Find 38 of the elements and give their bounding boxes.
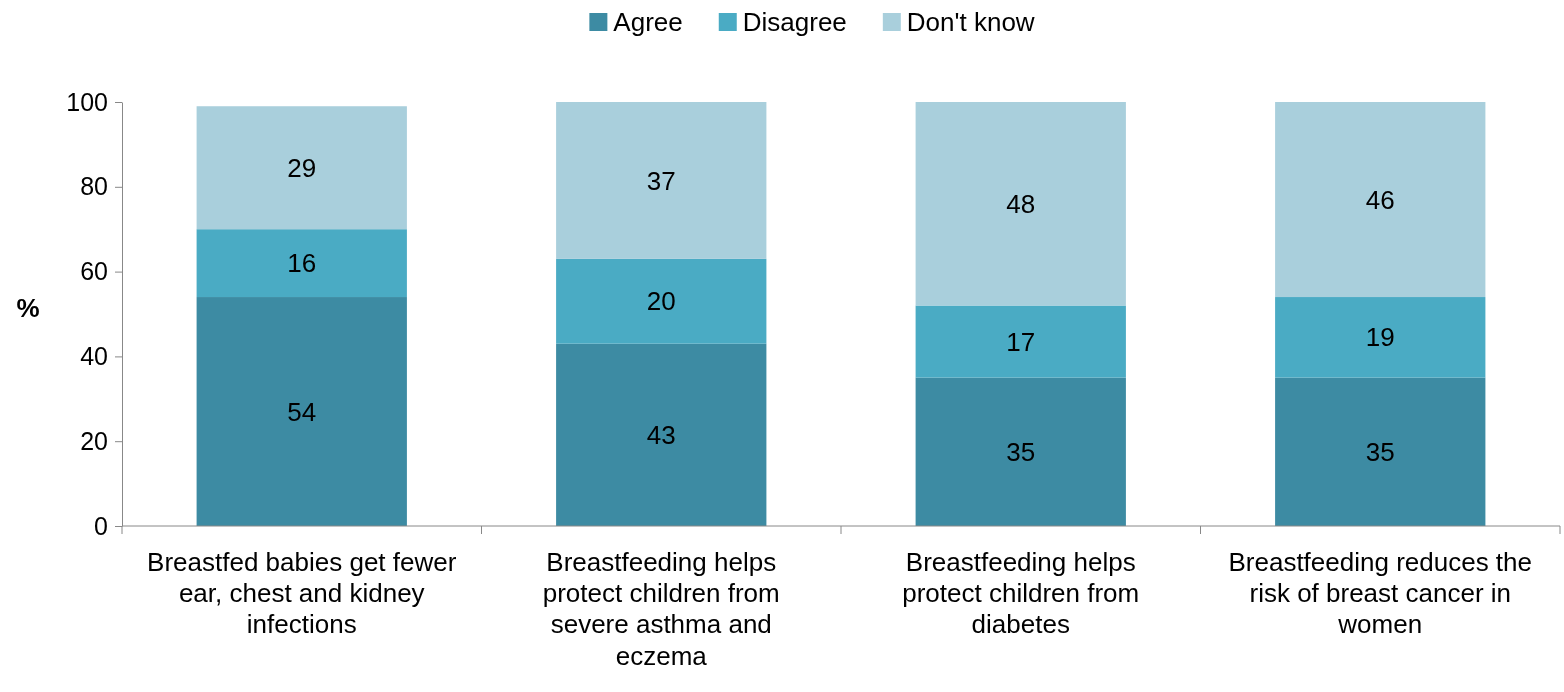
x-tick-label: Breastfeeding reduces the risk of breast cancer in women xyxy=(1228,547,1533,640)
bar xyxy=(196,297,407,526)
bar xyxy=(1275,102,1486,298)
x-tick-label: Breastfeeding helps protect children from severe asthma and eczema xyxy=(542,547,780,671)
bar xyxy=(556,343,767,526)
bar xyxy=(196,106,407,230)
legend-label: Don't know xyxy=(906,7,1035,38)
data-label: 54 xyxy=(287,396,317,427)
data-label: 29 xyxy=(287,152,317,183)
y-tick-label: 80 xyxy=(80,172,108,201)
bar xyxy=(556,102,767,259)
x-tick-label: Breastfeeding helps protect children from diabetes xyxy=(902,547,1140,640)
bar xyxy=(915,377,1126,526)
data-label: 20 xyxy=(646,286,676,317)
data-label: 46 xyxy=(1365,184,1395,215)
y-tick-label: 60 xyxy=(80,257,108,286)
data-label: 17 xyxy=(1006,326,1036,357)
y-tick-label: 20 xyxy=(80,426,108,455)
bar xyxy=(196,229,407,298)
bar xyxy=(1275,377,1486,526)
legend-label: Disagree xyxy=(742,7,847,38)
data-label: 43 xyxy=(646,419,676,450)
bar xyxy=(915,305,1126,378)
bar xyxy=(556,258,767,344)
y-tick-label: 0 xyxy=(94,511,108,540)
data-label: 16 xyxy=(287,248,317,279)
y-tick-label: 40 xyxy=(80,341,108,370)
x-tick-label: Breastfed babies get fewer ear, chest and kidney infections xyxy=(147,547,457,640)
data-label: 48 xyxy=(1006,188,1036,219)
bar xyxy=(1275,297,1486,378)
data-label: 19 xyxy=(1365,322,1395,353)
y-tick-label: 100 xyxy=(66,87,108,116)
bar xyxy=(915,102,1126,306)
data-label: 37 xyxy=(646,165,676,196)
legend-label: Agree xyxy=(613,7,683,38)
data-label: 35 xyxy=(1006,436,1036,467)
y-axis-title: % xyxy=(16,293,40,324)
data-label: 35 xyxy=(1365,436,1395,467)
